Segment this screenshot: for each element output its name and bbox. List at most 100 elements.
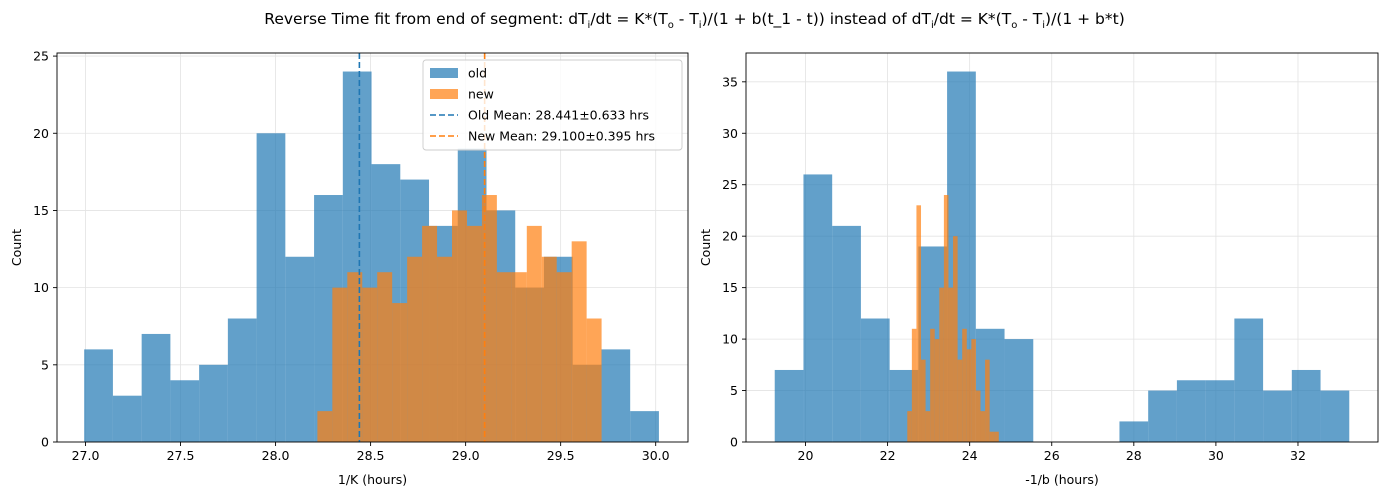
right-new-bar: [966, 349, 972, 442]
right-old-bar: [1148, 390, 1177, 442]
right-old-bar: [774, 369, 804, 442]
right-new-bar: [930, 328, 935, 442]
right-yaxis-label: Count: [698, 229, 713, 266]
right-ytick-label: 5: [730, 383, 738, 398]
right-old-bar: [1234, 318, 1264, 442]
right-xtick-label: 32: [1290, 448, 1306, 463]
left-axes-frame: [56, 52, 689, 443]
left-new-bar: [437, 256, 453, 442]
right-histogram: 20 22 24 26 28 30 32 0 5 10 15 20 25 30 35 -1/b (hours)…: [698, 52, 1379, 487]
left-ytick-label: 20: [33, 126, 49, 141]
left-xtick-label: 29.0: [452, 448, 480, 463]
left-xaxis-label: 1/K (hours): [338, 472, 407, 487]
left-xtick-label: 28.0: [262, 448, 290, 463]
left-new-bar: [571, 241, 587, 442]
right-old-bar: [860, 318, 890, 442]
left-new-bar: [496, 272, 512, 442]
right-ytick-label: 15: [722, 280, 738, 295]
left-ytick-label: 25: [33, 49, 49, 64]
right-new-bar: [971, 339, 976, 442]
right-new-bar: [975, 390, 981, 442]
left-old-bar: [141, 333, 171, 442]
left-old-bar: [285, 256, 315, 442]
legend-swatch-old: [430, 68, 458, 78]
legend-box: [422, 59, 683, 151]
right-old-bar: [1205, 380, 1235, 442]
left-new-bar: [407, 256, 423, 442]
legend-label: New Mean: 29.100±0.395 hrs: [468, 129, 655, 144]
left-old-bar: [112, 395, 142, 442]
right-new-bar: [934, 339, 940, 442]
right-xtick-label: 30: [1208, 448, 1224, 463]
left-ytick-label: 15: [33, 203, 49, 218]
right-new-bar: [916, 205, 922, 442]
left-xtick-label: 27.0: [72, 448, 100, 463]
right-xtick-label: 26: [1044, 448, 1060, 463]
left-new-bar: [317, 411, 333, 442]
right-new-bar: [939, 287, 944, 442]
left-histogram: 27.0 27.5 28.0 28.5 29.0 29.5 30.0 0 5 10 15 20 25 1/…: [9, 49, 689, 487]
left-new-bar: [466, 225, 482, 442]
left-ytick-label: 0: [41, 435, 49, 450]
left-old-bar: [256, 133, 286, 442]
legend-label: Old Mean: 28.441±0.633 hrs: [468, 108, 649, 123]
right-new-bar: [985, 359, 990, 442]
right-new-bar: [957, 359, 963, 442]
left-ytick-label: 5: [41, 357, 49, 372]
right-new-bar: [980, 411, 986, 442]
right-old-bar: [1320, 390, 1350, 442]
left-old-bar: [84, 349, 113, 442]
left-new-bar: [526, 225, 542, 442]
right-xtick-label: 24: [962, 448, 978, 463]
right-ytick-label: 30: [722, 126, 738, 141]
right-xaxis-label: -1/b (hours): [1025, 472, 1098, 487]
right-old-bar: [832, 225, 861, 442]
left-old-bar: [601, 349, 631, 442]
right-ytick-label: 0: [730, 435, 738, 450]
right-old-bar: [1119, 421, 1149, 442]
left-old-bar: [227, 318, 257, 442]
legend-swatch-new: [430, 89, 458, 99]
left-old-bar: [170, 380, 200, 442]
right-new-bar: [911, 328, 917, 442]
right-ytick-label: 20: [722, 229, 738, 244]
right-ytick-label: 10: [722, 332, 738, 347]
right-new-bar: [943, 195, 949, 442]
left-new-bar: [541, 256, 557, 442]
figure-title: Reverse Time fit from end of segment: dT…: [264, 10, 1125, 32]
left-new-bar: [481, 195, 497, 442]
right-old-bar: [1176, 380, 1206, 442]
right-old-bar: [1263, 390, 1292, 442]
right-old-bar: [803, 174, 833, 442]
right-new-bar: [925, 411, 931, 442]
right-xtick-label: 28: [1126, 448, 1142, 463]
left-new-bar: [422, 225, 438, 442]
left-new-bar: [377, 272, 393, 442]
right-ytick-label: 35: [722, 74, 738, 89]
left-new-bar: [586, 318, 602, 442]
left-new-bar: [511, 272, 527, 442]
right-new-bar: [962, 328, 967, 442]
legend-label: old: [468, 66, 487, 81]
left-xtick-label: 27.5: [167, 448, 195, 463]
right-new-bar: [921, 359, 926, 442]
left-yaxis-label: Count: [9, 229, 24, 266]
right-new-bar: [907, 411, 912, 442]
legend-label: new: [468, 87, 494, 102]
right-old-bar: [1004, 339, 1034, 442]
right-new-bar: [994, 431, 999, 442]
right-new-bar: [953, 236, 958, 442]
right-old-bar: [1291, 369, 1321, 442]
left-new-bar: [362, 287, 378, 442]
left-ytick-label: 10: [33, 280, 49, 295]
left-new-bar: [332, 287, 348, 442]
right-xtick-label: 22: [880, 448, 896, 463]
left-xtick-label: 29.5: [547, 448, 575, 463]
left-xtick-label: 28.5: [357, 448, 385, 463]
left-new-bar: [347, 272, 363, 442]
right-axes-frame: [745, 52, 1379, 443]
right-new-bar: [989, 431, 995, 442]
right-xtick-label: 20: [798, 448, 814, 463]
left-old-bar: [199, 364, 228, 442]
